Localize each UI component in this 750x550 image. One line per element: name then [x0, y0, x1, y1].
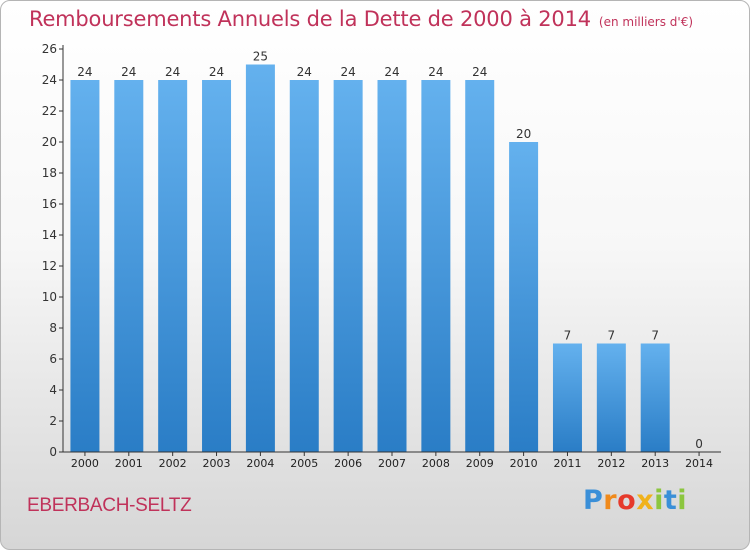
data-label: 24: [77, 65, 92, 79]
y-tick-label: 6: [49, 352, 57, 366]
logo-letter: r: [603, 485, 618, 516]
x-tick-label: 2003: [203, 457, 231, 470]
y-tick-label: 16: [42, 197, 57, 211]
commune-name: EBERBACH-SELTZ: [27, 495, 192, 516]
data-label: 24: [209, 65, 224, 79]
chart-title: Remboursements Annuels de la Dette de 20…: [29, 7, 591, 31]
data-label: 24: [428, 65, 443, 79]
y-tick-label: 12: [42, 259, 57, 273]
y-tick-label: 14: [42, 228, 57, 242]
x-tick-label: 2008: [422, 457, 450, 470]
data-label: 24: [297, 65, 312, 79]
data-label: 24: [165, 65, 180, 79]
data-label: 7: [651, 329, 659, 343]
bar: [158, 80, 188, 452]
logo-letter: P: [583, 485, 604, 516]
x-tick-label: 2009: [466, 457, 494, 470]
logo-letter: t: [663, 485, 678, 516]
chart-title-block: Remboursements Annuels de la Dette de 20…: [29, 7, 693, 31]
logo-letter: i: [654, 485, 664, 516]
data-label: 24: [340, 65, 355, 79]
y-tick-label: 20: [42, 135, 57, 149]
logo-letter: x: [636, 485, 655, 516]
x-tick-label: 2007: [378, 457, 406, 470]
bar: [640, 343, 670, 452]
bars: [70, 64, 670, 452]
bar: [289, 80, 319, 452]
logo-letter: i: [677, 485, 688, 516]
x-tick-label: 2000: [71, 457, 99, 470]
y-tick-label: 18: [42, 166, 57, 180]
y-tick-label: 2: [49, 414, 57, 428]
bar: [114, 80, 144, 452]
data-label: 7: [608, 329, 616, 343]
y-tick-label: 8: [49, 321, 57, 335]
x-tick-label: 2004: [246, 457, 274, 470]
x-tick-label: 2012: [597, 457, 625, 470]
bar: [509, 142, 539, 452]
data-label: 25: [253, 50, 268, 64]
data-label: 0: [695, 437, 703, 451]
x-tick-label: 2006: [334, 457, 362, 470]
data-label: 7: [564, 329, 572, 343]
bar: [421, 80, 451, 452]
bar: [377, 80, 407, 452]
x-axis: 2000 2001 2002 2003 2004 2005 2006 2007 2008 2009…: [63, 451, 721, 470]
bar: [245, 64, 275, 452]
x-tick-label: 2010: [510, 457, 538, 470]
x-tick-label: 2002: [159, 457, 187, 470]
bar: [552, 343, 582, 452]
bar: [596, 343, 626, 452]
y-tick-label: 22: [42, 104, 57, 118]
data-label: 24: [384, 65, 399, 79]
bar: [70, 80, 100, 452]
y-tick-label: 26: [42, 42, 57, 56]
y-tick-label: 10: [42, 290, 57, 304]
data-label: 20: [516, 127, 531, 141]
x-tick-label: 2014: [685, 457, 713, 470]
bar: [202, 80, 232, 452]
x-tick-label: 2005: [290, 457, 318, 470]
data-label: 24: [472, 65, 487, 79]
data-label: 24: [121, 65, 136, 79]
x-tick-label: 2001: [115, 457, 143, 470]
unit-note: (en milliers d'€): [598, 15, 694, 29]
bar: [465, 80, 495, 452]
data-labels: 24 24 24 24 25 24 24 24 24 24 20 7 7 7 0: [77, 50, 703, 452]
x-tick-label: 2011: [553, 457, 581, 470]
x-tick-label: 2013: [641, 457, 669, 470]
bar: [333, 80, 363, 452]
y-tick-label: 24: [42, 73, 57, 87]
y-tick-label: 0: [49, 445, 57, 459]
y-tick-label: 4: [49, 383, 57, 397]
proxiti-logo: Proxiti: [583, 485, 687, 516]
logo-letter: o: [617, 485, 637, 516]
